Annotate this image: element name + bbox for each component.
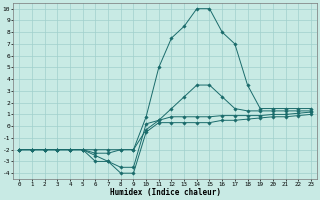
X-axis label: Humidex (Indice chaleur): Humidex (Indice chaleur): [110, 188, 220, 197]
